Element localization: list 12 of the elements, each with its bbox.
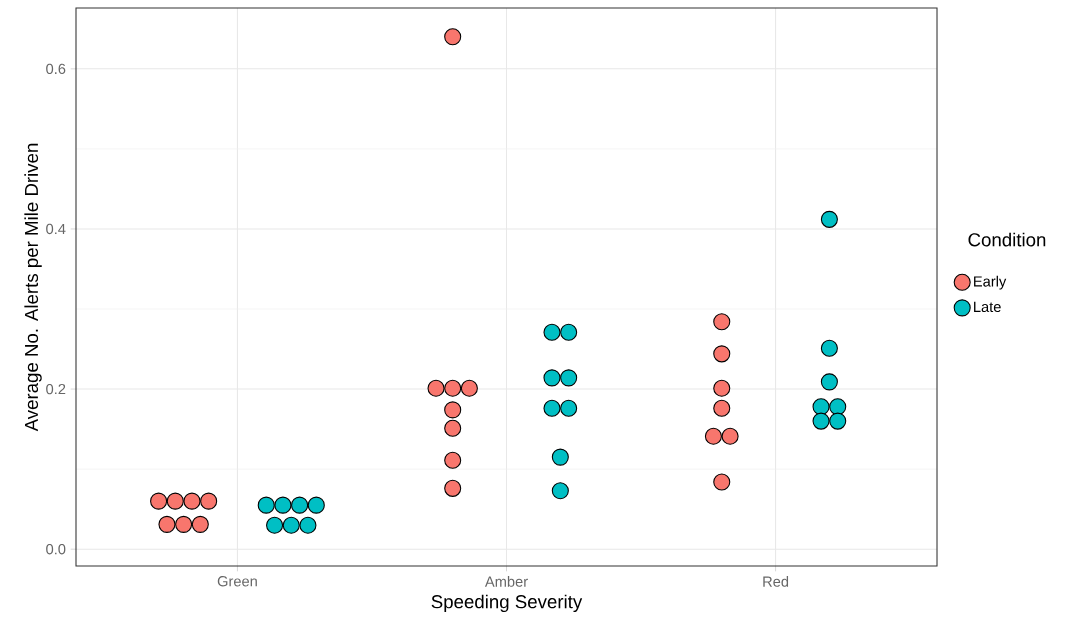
legend-label: Early [974, 275, 1007, 290]
y-tick-label: 0.6 [46, 63, 66, 75]
y-tick-label: 0.2 [46, 383, 66, 395]
legend-title: Condition [968, 232, 1046, 247]
x-axis-title: Speeding Severity [431, 594, 583, 613]
x-tick-label: Amber [484, 576, 528, 587]
x-tick-label: Green [217, 576, 257, 587]
x-tick-label: Red [763, 576, 789, 587]
y-tick-label: 0.4 [46, 223, 66, 235]
y-axis-title: Average No. Alerts per Mile Driven [24, 143, 42, 432]
y-tick-label: 0.0 [46, 544, 66, 555]
legend-label: Late [974, 301, 1001, 313]
